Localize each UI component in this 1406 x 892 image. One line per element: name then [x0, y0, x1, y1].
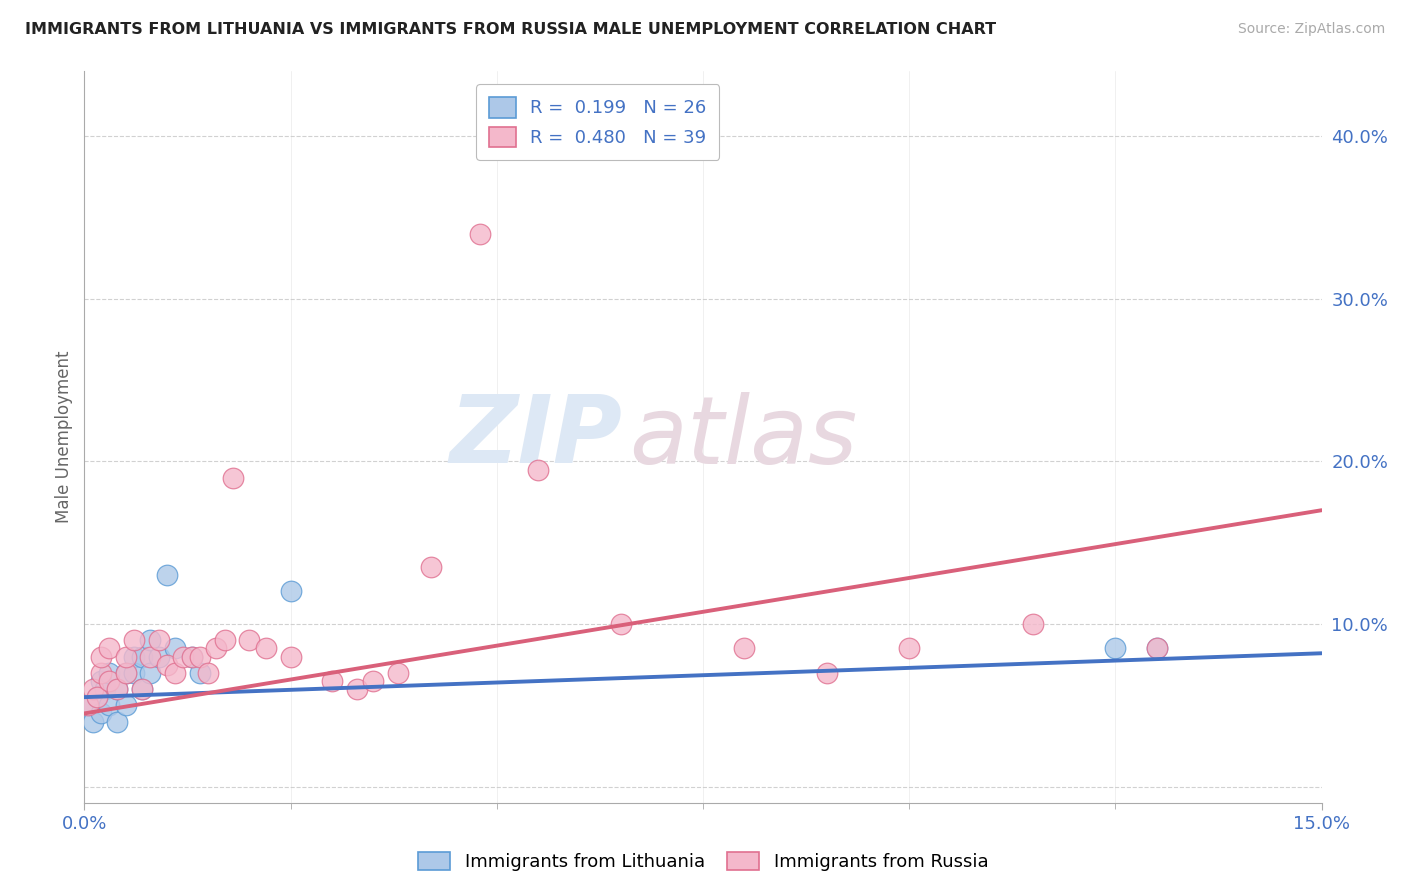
Point [214, 633, 236, 648]
Point [898, 641, 921, 656]
Text: IMMIGRANTS FROM LITHUANIA VS IMMIGRANTS FROM RUSSIA MALE UNEMPLOYMENT CORRELATIO: IMMIGRANTS FROM LITHUANIA VS IMMIGRANTS … [25, 22, 997, 37]
Point [280, 649, 302, 664]
Point [77, 698, 100, 713]
Point [90, 673, 112, 688]
Text: Source: ZipAtlas.com: Source: ZipAtlas.com [1237, 22, 1385, 37]
Point [280, 584, 302, 599]
Point [197, 665, 219, 680]
Point [188, 649, 211, 664]
Point [98, 698, 121, 713]
Point [139, 633, 162, 648]
Point [156, 657, 179, 672]
Point [90, 665, 112, 680]
Point [361, 673, 384, 688]
Point [90, 649, 112, 664]
Point [139, 649, 162, 664]
Point [77, 698, 100, 713]
Point [122, 649, 145, 664]
Point [1104, 641, 1126, 656]
Text: atlas: atlas [628, 392, 858, 483]
Point [131, 681, 153, 696]
Point [82, 681, 104, 696]
Point [470, 227, 492, 241]
Point [180, 649, 202, 664]
Point [105, 714, 128, 729]
Point [86, 690, 108, 705]
Legend: Immigrants from Lithuania, Immigrants from Russia: Immigrants from Lithuania, Immigrants fr… [411, 845, 995, 879]
Point [82, 714, 104, 729]
Point [122, 633, 145, 648]
Point [122, 665, 145, 680]
Point [165, 641, 187, 656]
Legend: R =  0.199   N = 26, R =  0.480   N = 39: R = 0.199 N = 26, R = 0.480 N = 39 [477, 84, 720, 160]
Point [114, 649, 136, 664]
Text: ZIP: ZIP [450, 391, 623, 483]
Point [815, 665, 838, 680]
Point [321, 673, 343, 688]
Point [180, 649, 202, 664]
Point [205, 641, 228, 656]
Point [156, 568, 179, 582]
Point [114, 665, 136, 680]
Point [188, 665, 211, 680]
Point [222, 471, 245, 485]
Point [238, 633, 260, 648]
Y-axis label: Male Unemployment: Male Unemployment [55, 351, 73, 524]
Point [1022, 617, 1045, 632]
Point [86, 690, 108, 705]
Point [114, 698, 136, 713]
Point [733, 641, 755, 656]
Point [98, 641, 121, 656]
Point [346, 681, 368, 696]
Point [254, 641, 277, 656]
Point [148, 633, 170, 648]
Point [105, 681, 128, 696]
Point [98, 673, 121, 688]
Point [131, 681, 153, 696]
Point [419, 560, 441, 574]
Point [90, 706, 112, 721]
Point [105, 681, 128, 696]
Point [148, 649, 170, 664]
Point [609, 617, 631, 632]
Point [114, 665, 136, 680]
Point [165, 665, 187, 680]
Point [98, 665, 121, 680]
Point [94, 681, 117, 696]
Point [1146, 641, 1168, 656]
Point [131, 649, 153, 664]
Point [527, 462, 550, 476]
Point [387, 665, 409, 680]
Point [172, 649, 194, 664]
Point [139, 665, 162, 680]
Point [1146, 641, 1168, 656]
